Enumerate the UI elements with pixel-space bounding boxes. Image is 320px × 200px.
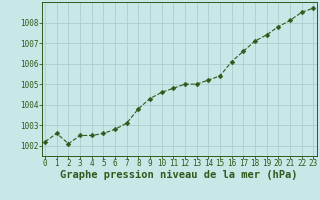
X-axis label: Graphe pression niveau de la mer (hPa): Graphe pression niveau de la mer (hPa) xyxy=(60,170,298,180)
